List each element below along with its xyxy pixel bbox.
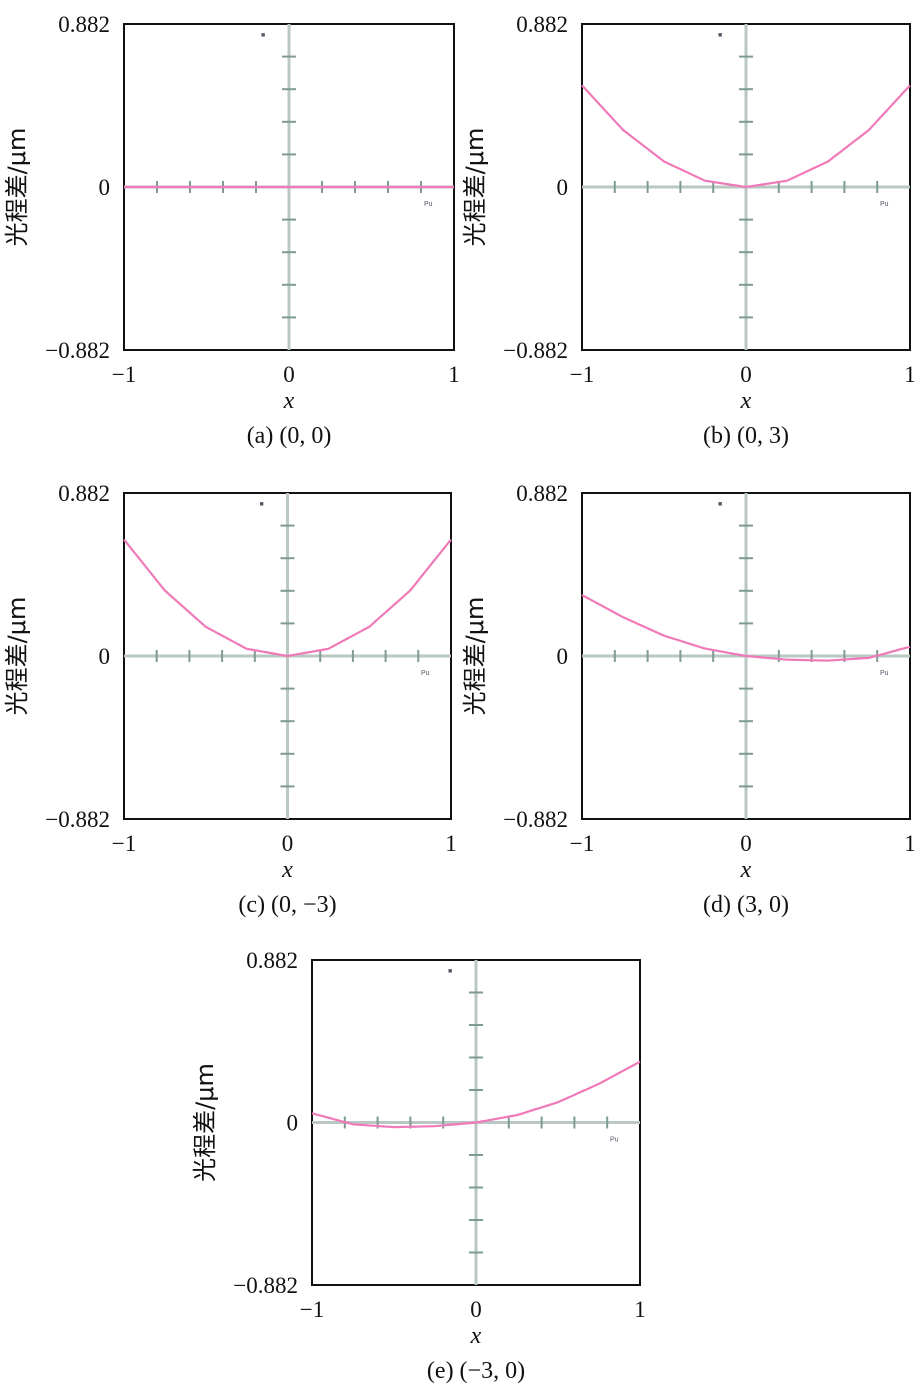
y-tick-label: −0.882 (45, 338, 110, 363)
x-axis-label: x (283, 388, 295, 414)
x-tick-label: 1 (448, 362, 460, 387)
chart-panel-c: ■ Pu 0.882 0 −0.882−1 0 1 x 光程差/μm (c) (0, −3) (3, 481, 457, 918)
panel-caption: (a) (0, 0) (247, 423, 332, 449)
x-tick-label: 1 (904, 362, 916, 387)
panel-caption: (c) (0, −3) (238, 892, 336, 918)
x-axis-label: x (740, 388, 752, 414)
series-line (311, 1060, 641, 1129)
x-tick-label: −1 (570, 831, 594, 856)
y-tick-label: 0 (557, 175, 569, 200)
y-tick-label: 0 (557, 644, 569, 669)
x-tick-label: 1 (445, 831, 457, 856)
series-line (123, 538, 452, 658)
axis-marker-right: Pu (880, 201, 889, 208)
y-axis-label: 光程差/μm (461, 128, 489, 247)
panel-caption: (b) (0, 3) (703, 423, 789, 449)
axis-marker-top: ■ (261, 32, 265, 39)
x-tick-label: 0 (740, 831, 752, 856)
x-tick-label: −1 (300, 1297, 324, 1322)
y-tick-label: 0 (99, 644, 111, 669)
x-tick-label: 1 (634, 1297, 646, 1322)
x-tick-label: 1 (904, 831, 916, 856)
y-tick-label: 0.882 (516, 12, 568, 37)
series-line (581, 84, 911, 189)
chart-panel-a: ■ Pu 0.882 0 −0.882−1 0 1 x 光程差/μm (a) (0, 0) (3, 12, 460, 449)
axis-marker-top: ■ (448, 968, 452, 975)
chart-panel-e: ■ Pu 0.882 0 −0.882−1 0 1 x 光程差/μm (e) (−3, 0) (191, 948, 646, 1384)
axis-marker-top: ■ (718, 501, 722, 508)
x-axis-label: x (470, 1323, 482, 1349)
y-tick-label: −0.882 (233, 1273, 298, 1298)
x-axis-label: x (281, 857, 293, 883)
y-axis-label: 光程差/μm (191, 1063, 219, 1182)
chart-panel-b: ■ Pu 0.882 0 −0.882−1 0 1 x 光程差/μm (b) (0, 3) (461, 12, 916, 449)
chart-panel-d: ■ Pu 0.882 0 −0.882−1 0 1 x 光程差/μm (d) (3, 0) (461, 481, 916, 918)
x-axis-label: x (740, 857, 752, 883)
x-tick-label: −1 (570, 362, 594, 387)
axis-marker-top: ■ (260, 501, 264, 508)
y-axis-label: 光程差/μm (461, 597, 489, 716)
y-tick-label: 0 (287, 1111, 299, 1136)
panel-caption: (e) (−3, 0) (427, 1358, 525, 1384)
axis-marker-top: ■ (718, 32, 722, 39)
series-line (581, 594, 911, 662)
x-tick-label: 0 (470, 1297, 482, 1322)
y-tick-label: 0 (99, 175, 111, 200)
axis-marker-right: Pu (880, 670, 889, 677)
axis-marker-right: Pu (424, 201, 433, 208)
x-tick-label: 0 (282, 831, 294, 856)
x-tick-label: 0 (283, 362, 295, 387)
y-tick-label: 0.882 (58, 481, 110, 506)
y-axis-label: 光程差/μm (3, 597, 31, 716)
x-tick-label: −1 (112, 362, 136, 387)
panel-caption: (d) (3, 0) (703, 892, 789, 918)
axis-marker-right: Pu (610, 1137, 619, 1144)
x-tick-label: −1 (112, 831, 136, 856)
y-axis-label: 光程差/μm (3, 128, 31, 247)
y-tick-label: 0.882 (58, 12, 110, 37)
y-tick-label: −0.882 (503, 807, 568, 832)
y-tick-label: 0.882 (516, 481, 568, 506)
y-tick-label: −0.882 (503, 338, 568, 363)
axis-marker-right: Pu (421, 670, 430, 677)
y-tick-label: −0.882 (45, 807, 110, 832)
y-tick-label: 0.882 (246, 948, 298, 973)
x-tick-label: 0 (740, 362, 752, 387)
